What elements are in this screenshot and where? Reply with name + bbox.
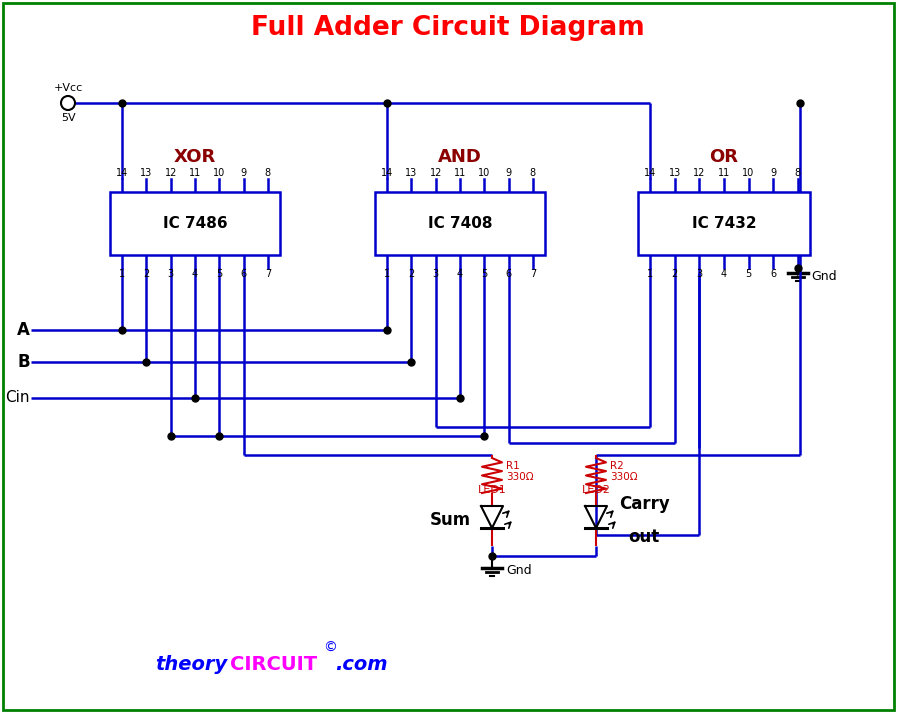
Text: Full Adder Circuit Diagram: Full Adder Circuit Diagram — [251, 15, 645, 41]
Text: R1
330Ω: R1 330Ω — [506, 461, 534, 482]
Text: 6: 6 — [506, 269, 511, 279]
Text: 11: 11 — [454, 168, 466, 178]
Text: 4: 4 — [192, 269, 198, 279]
Text: 3: 3 — [168, 269, 174, 279]
Text: 2: 2 — [408, 269, 414, 279]
Text: 9: 9 — [506, 168, 511, 178]
Text: 13: 13 — [140, 168, 152, 178]
Text: 3: 3 — [696, 269, 702, 279]
Text: 4: 4 — [457, 269, 463, 279]
Text: ©: © — [323, 641, 337, 655]
Text: 11: 11 — [718, 168, 730, 178]
Text: 1: 1 — [119, 269, 126, 279]
Text: R2
330Ω: R2 330Ω — [610, 461, 638, 482]
Text: B: B — [17, 353, 30, 371]
Text: IC 7486: IC 7486 — [162, 216, 227, 231]
Text: 8: 8 — [530, 168, 536, 178]
Text: 14: 14 — [381, 168, 393, 178]
Text: 5V: 5V — [61, 113, 75, 123]
Text: 1: 1 — [384, 269, 390, 279]
Text: Gnd: Gnd — [506, 565, 532, 578]
Text: LED2: LED2 — [581, 485, 611, 495]
Text: 2: 2 — [672, 269, 678, 279]
Bar — [375, 192, 545, 255]
Text: 5: 5 — [745, 269, 752, 279]
Text: 14: 14 — [116, 168, 128, 178]
Text: 14: 14 — [644, 168, 657, 178]
Text: LED1: LED1 — [477, 485, 507, 495]
Text: IC 7432: IC 7432 — [692, 216, 756, 231]
Text: out: out — [629, 528, 659, 546]
Text: 12: 12 — [164, 168, 177, 178]
Text: 8: 8 — [795, 168, 801, 178]
Text: Gnd: Gnd — [812, 270, 837, 284]
Text: 13: 13 — [669, 168, 681, 178]
Bar — [638, 192, 810, 255]
Text: 9: 9 — [771, 168, 776, 178]
Text: 7: 7 — [795, 269, 801, 279]
Text: 11: 11 — [189, 168, 201, 178]
Text: XOR: XOR — [174, 148, 216, 166]
Text: Sum: Sum — [430, 511, 471, 529]
Text: 2: 2 — [144, 269, 150, 279]
Text: 5: 5 — [216, 269, 222, 279]
Bar — [110, 192, 280, 255]
Text: +Vcc: +Vcc — [54, 83, 83, 93]
Text: 13: 13 — [405, 168, 418, 178]
Text: theory: theory — [155, 655, 227, 674]
Text: A: A — [17, 321, 30, 339]
Text: 10: 10 — [478, 168, 491, 178]
Text: 12: 12 — [693, 168, 706, 178]
Text: AND: AND — [438, 148, 482, 166]
Text: 10: 10 — [213, 168, 225, 178]
Text: 12: 12 — [430, 168, 442, 178]
Text: 3: 3 — [432, 269, 439, 279]
Text: Carry: Carry — [619, 495, 669, 513]
Text: 6: 6 — [771, 269, 776, 279]
Text: 9: 9 — [240, 168, 247, 178]
Text: Cin: Cin — [5, 391, 30, 406]
Text: CIRCUIT: CIRCUIT — [230, 655, 318, 674]
Text: 8: 8 — [265, 168, 271, 178]
Text: OR: OR — [710, 148, 738, 166]
Text: IC 7408: IC 7408 — [428, 216, 492, 231]
Text: .com: .com — [335, 655, 388, 674]
Text: 1: 1 — [648, 269, 653, 279]
Text: 10: 10 — [743, 168, 754, 178]
Text: 5: 5 — [481, 269, 487, 279]
Text: 4: 4 — [721, 269, 727, 279]
Text: 7: 7 — [265, 269, 271, 279]
Text: 6: 6 — [240, 269, 247, 279]
Text: 7: 7 — [530, 269, 536, 279]
